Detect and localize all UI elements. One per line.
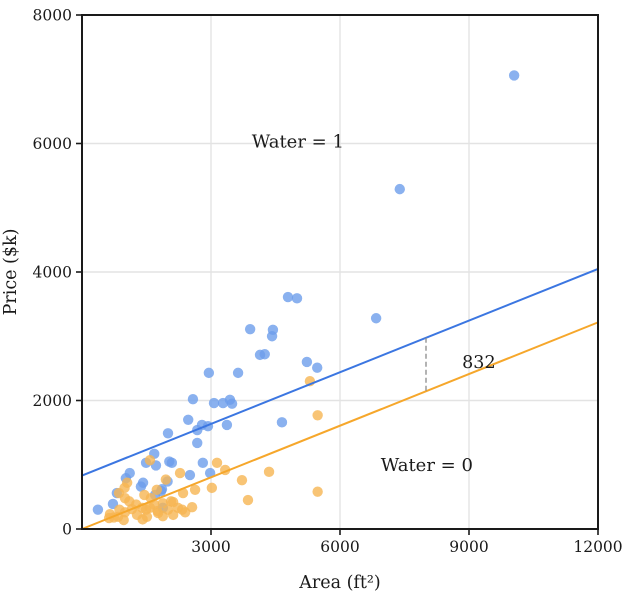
scatter-point-water-1 [162, 428, 174, 439]
scatter-point-water-0 [312, 410, 323, 421]
scatter-point-water-1 [203, 367, 215, 379]
scatter-point-water-0 [174, 467, 186, 479]
scatter-point-water-1 [370, 313, 382, 324]
scatter-point-water-1 [508, 70, 520, 81]
scatter-point-water-1 [244, 323, 256, 335]
scatter-point-water-0 [236, 474, 248, 486]
scatter-point-water-1 [301, 356, 313, 368]
scatter-point-water-1 [92, 504, 104, 515]
scatter-point-water-0 [206, 482, 218, 494]
scatter-point-water-0 [186, 501, 198, 513]
series-label-water-1: Water = 1 [252, 132, 344, 153]
gap-annotation: 832 [462, 353, 495, 373]
x-tick-label: 6000 [320, 538, 359, 556]
scatter-point-water-1 [312, 362, 323, 373]
y-tick-label: 8000 [33, 7, 72, 25]
scatter-point-water-0 [141, 511, 153, 522]
scatter-point-water-1 [282, 291, 294, 303]
y-tick-label: 4000 [33, 264, 72, 282]
x-axis-title: Area (ft²) [298, 573, 381, 593]
scatter-point-water-0 [151, 484, 163, 496]
scatter-point-water-1 [291, 293, 303, 304]
scatter-point-water-0 [189, 484, 201, 496]
y-tick-label: 0 [62, 521, 72, 539]
scatter-point-water-0 [263, 466, 275, 478]
scatter-point-water-1 [232, 367, 244, 379]
scatter-point-water-0 [160, 474, 172, 485]
plot-border [81, 14, 599, 530]
fit-line-water-0 [81, 321, 599, 530]
scatter-point-water-1 [124, 467, 135, 479]
scatter-point-water-1 [276, 417, 288, 428]
y-tick-label: 6000 [33, 135, 72, 153]
scatter-point-water-1 [187, 394, 199, 405]
scatter-point-water-1 [208, 397, 220, 409]
scatter-point-water-0 [242, 494, 254, 506]
scatter-point-water-1 [183, 414, 194, 425]
scatter-point-water-0 [118, 514, 129, 526]
scatter-point-water-0 [121, 477, 133, 488]
scatter-point-water-1 [184, 469, 196, 481]
scatter-point-water-1 [192, 437, 203, 449]
y-axis-title: Price ($k) [1, 229, 21, 316]
scatter-point-water-1 [221, 419, 233, 431]
scatter-point-water-1 [166, 457, 178, 469]
x-tick-label: 9000 [449, 538, 488, 556]
scatter-point-water-1 [267, 324, 279, 336]
x-tick-label: 3000 [191, 538, 230, 556]
y-tick-label: 2000 [33, 392, 72, 410]
scatter-point-water-1 [137, 477, 149, 488]
scatter-point-water-1 [197, 457, 209, 469]
scatter-point-water-0 [144, 455, 156, 466]
series-label-water-0: Water = 0 [381, 455, 473, 476]
scatter-point-water-1 [226, 398, 238, 409]
scatter-point-water-1 [259, 349, 270, 360]
x-tick-label: 12000 [573, 538, 622, 556]
scatter-point-water-0 [312, 486, 323, 497]
scatter-point-water-0 [211, 457, 223, 469]
fit-line-water-1 [81, 267, 599, 477]
scatter-point-water-1 [394, 183, 405, 195]
